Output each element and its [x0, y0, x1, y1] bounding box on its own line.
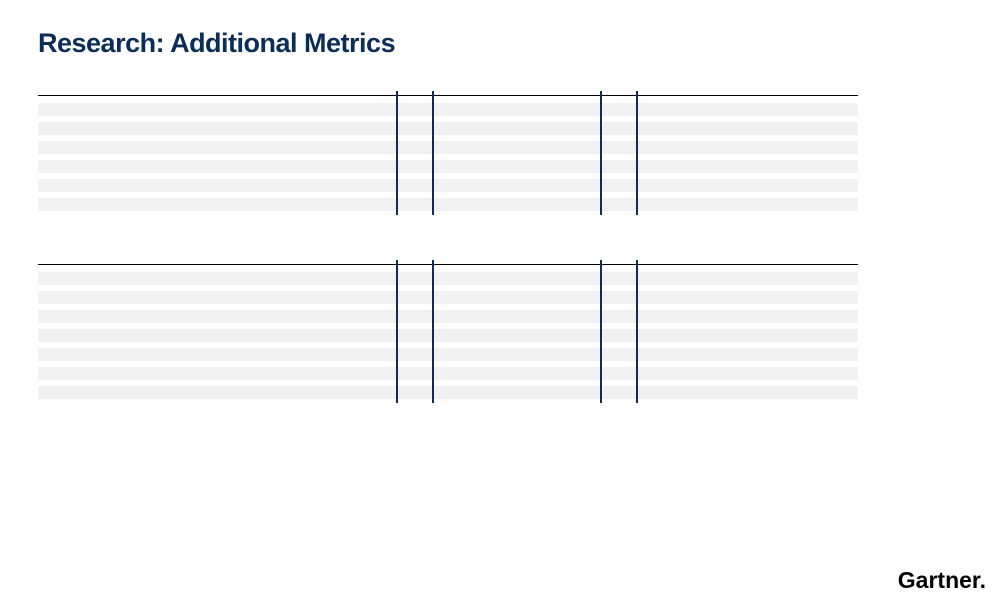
column-divider [636, 91, 638, 215]
column-divider [396, 260, 398, 403]
table-row [38, 310, 858, 323]
table-row [38, 367, 858, 380]
brand-text: Gartner [898, 567, 980, 593]
table-top-border [38, 95, 858, 96]
table-row [38, 198, 858, 211]
table-body [38, 264, 858, 399]
table-row [38, 141, 858, 154]
table-row [38, 122, 858, 135]
table-row [38, 291, 858, 304]
metrics-table-2 [38, 264, 858, 399]
brand-dot: . [980, 567, 986, 593]
table-row [38, 179, 858, 192]
brand-logo: Gartner. [898, 567, 986, 594]
column-divider [636, 260, 638, 403]
column-divider [432, 260, 434, 403]
table-body [38, 95, 858, 211]
slide: Research: Additional Metrics Gartner. [0, 0, 1008, 612]
table-row [38, 160, 858, 173]
table-top-border [38, 264, 858, 265]
table-row [38, 103, 858, 116]
table-row [38, 272, 858, 285]
column-divider [600, 260, 602, 403]
table-header-gap [38, 264, 858, 272]
column-divider [432, 91, 434, 215]
column-divider [396, 91, 398, 215]
table-row [38, 329, 858, 342]
table-header-gap [38, 95, 858, 103]
column-divider [600, 91, 602, 215]
table-row [38, 386, 858, 399]
slide-title: Research: Additional Metrics [38, 28, 395, 59]
table-row [38, 348, 858, 361]
metrics-table-1 [38, 95, 858, 211]
